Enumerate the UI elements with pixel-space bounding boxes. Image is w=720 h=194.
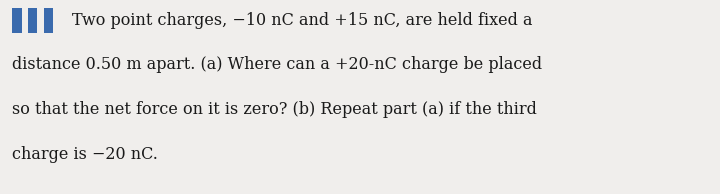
FancyBboxPatch shape <box>12 8 22 33</box>
Text: distance 0.50 m apart. (a) Where can a +20-nC charge be placed: distance 0.50 m apart. (a) Where can a +… <box>12 56 542 74</box>
Text: charge is −20 nC.: charge is −20 nC. <box>12 146 158 163</box>
Text: Two point charges, −10 nC and +15 nC, are held fixed a: Two point charges, −10 nC and +15 nC, ar… <box>72 12 533 29</box>
FancyBboxPatch shape <box>28 8 37 33</box>
Text: so that the net force on it is zero? (b) Repeat part (a) if the third: so that the net force on it is zero? (b)… <box>12 101 537 118</box>
FancyBboxPatch shape <box>44 8 53 33</box>
